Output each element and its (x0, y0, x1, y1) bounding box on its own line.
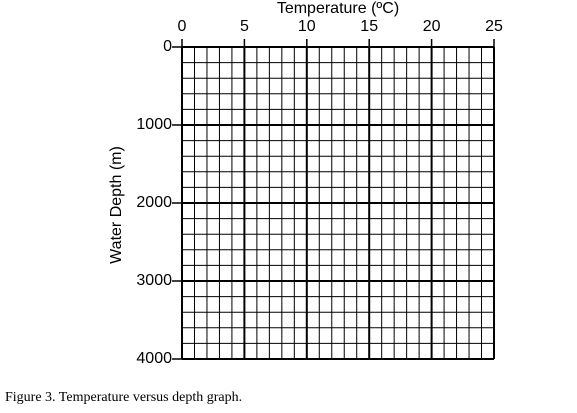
x-tick-label: 15 (360, 18, 378, 35)
x-axis-title: Temperature (ºC) (277, 0, 399, 17)
x-tick-label: 10 (298, 18, 316, 35)
x-tick-label: 0 (178, 18, 187, 35)
y-tick-label: 3000 (136, 272, 172, 289)
y-axis-title: Water Depth (m) (108, 146, 125, 264)
y-tick-label: 4000 (136, 350, 172, 367)
y-tick-label: 0 (163, 38, 172, 55)
x-tick-label: 20 (423, 18, 441, 35)
x-tick-label: 5 (240, 18, 249, 35)
y-tick-label: 2000 (136, 194, 172, 211)
y-tick-label: 1000 (136, 116, 172, 133)
x-tick-label: 25 (485, 18, 503, 35)
caption: Figure 3. Temperature versus depth graph… (5, 390, 242, 405)
